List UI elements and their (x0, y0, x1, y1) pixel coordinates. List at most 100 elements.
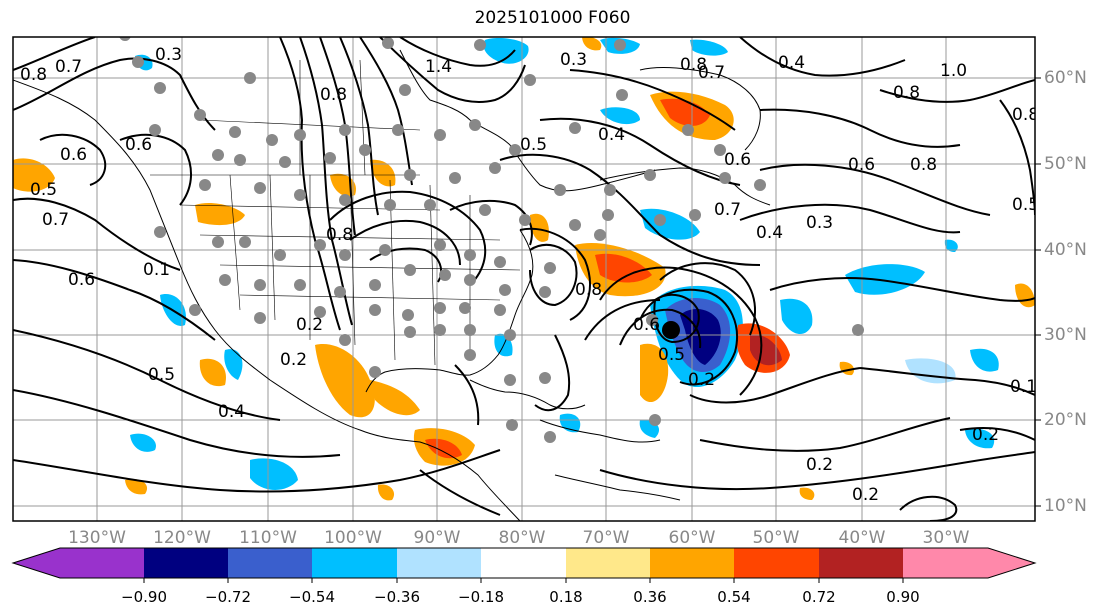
contour-label: 0.3 (560, 50, 587, 70)
pos-anomaly-patch (640, 343, 669, 403)
lon-label: 60°W (668, 528, 716, 548)
map-border (12, 36, 1036, 522)
contour-label: 0.8 (1012, 105, 1039, 125)
colorbar-tick-label: −0.90 (121, 588, 167, 606)
contour-label: 0.4 (218, 402, 245, 422)
contour-label: 0.2 (688, 370, 715, 390)
colorbar-segment (144, 548, 228, 578)
contour-label: 0.4 (778, 53, 805, 73)
colorbar-segment (734, 548, 819, 578)
colorbar (11, 547, 1037, 583)
contour-label: 0.6 (848, 155, 875, 175)
neg-anomaly-patch (130, 433, 156, 452)
colorbar-extend-min (13, 548, 60, 578)
colorbar-outline (11, 547, 1037, 579)
map-plot-area: 0.8 0.7 0.3 0.6 0.5 0.6 0.7 0.6 0.1 0.2 … (13, 37, 1039, 521)
lat-label: 20°N (1044, 410, 1087, 430)
contour-label: 0.3 (806, 213, 833, 233)
contour-label: 0.8 (326, 225, 353, 245)
colorbar-segment (903, 548, 988, 578)
political-borders (150, 59, 521, 366)
pos-anomaly-patch (530, 213, 549, 242)
observation-dots (119, 37, 864, 443)
lat-label: 30°N (1044, 325, 1087, 345)
contour-lines (13, 37, 1035, 521)
contour-label: 0.5 (1012, 195, 1039, 215)
neg-anomaly-patch (970, 348, 999, 372)
colorbar-segment (60, 548, 144, 578)
colorbar-tick-label: 0.72 (802, 588, 836, 606)
pos-anomaly-patch (13, 158, 55, 192)
contour-label: 0.7 (42, 210, 69, 230)
contour-label: 0.1 (1010, 377, 1037, 397)
contour-label: 1.0 (940, 61, 967, 81)
contour-label: 0.3 (155, 45, 182, 65)
pos-anomaly-patch (595, 253, 652, 283)
neg-anomaly-patch (965, 428, 995, 449)
neg-anomaly-patch (483, 38, 529, 64)
colorbar-segment (566, 548, 650, 578)
pos-anomaly-patch (377, 484, 395, 501)
contour-label: 0.2 (296, 315, 323, 335)
colorbar-tick-label: 0.36 (633, 588, 667, 606)
colorbar-tick-label: −0.18 (458, 588, 504, 606)
contour-label: 0.8 (20, 65, 47, 85)
colorbar-tick-label: 0.54 (717, 588, 751, 606)
neg-anomaly-patch (780, 298, 813, 335)
contour-label: 0.2 (852, 485, 879, 505)
contour-label: 0.8 (575, 280, 602, 300)
lon-label: 40°W (838, 528, 886, 548)
colorbar-tick-label: −0.36 (374, 588, 420, 606)
contour-label: 0.5 (520, 135, 547, 155)
contour-label: 0.8 (680, 55, 707, 75)
contour-label: 0.2 (806, 455, 833, 475)
map-title: 2025101000 F060 (474, 8, 631, 28)
contour-label: 0.5 (148, 365, 175, 385)
contour-label-group: 0.8 0.7 0.3 0.6 0.5 0.6 0.7 0.6 0.1 0.2 … (20, 45, 1039, 505)
contour-label: 0.6 (68, 270, 95, 290)
contour-label: 0.2 (280, 350, 307, 370)
contour-label: 0.1 (143, 260, 170, 280)
coastlines (13, 49, 771, 521)
neg-anomaly-patch (640, 208, 700, 240)
colorbar-segment (819, 548, 903, 578)
neg-anomaly-patch (690, 39, 728, 56)
colorbar-tick-label: −0.54 (289, 588, 335, 606)
neg-anomaly-patch (250, 458, 298, 490)
colorbar-segment (228, 548, 312, 578)
lon-label: 80°W (498, 528, 546, 548)
storm-center-marker (662, 321, 680, 339)
colorbar-tick-label: 0.18 (549, 588, 583, 606)
colorbar-segment (650, 548, 734, 578)
colorbar-tick-label: 0.90 (886, 588, 920, 606)
contour-label: 0.7 (55, 57, 82, 77)
lon-label: 70°W (582, 528, 630, 548)
contour-label: 0.6 (633, 315, 660, 335)
lat-label: 50°N (1044, 154, 1087, 174)
lon-label: 130°W (68, 528, 126, 548)
contour-label: 1.4 (425, 57, 452, 77)
colorbar-segment (481, 548, 566, 578)
lon-label: 100°W (324, 528, 382, 548)
contour-label: 0.6 (125, 135, 152, 155)
pos-anomaly-patch (370, 380, 420, 416)
neg-anomaly-patch (845, 264, 925, 295)
colorbar-tick-label: −0.72 (205, 588, 251, 606)
lat-label: 60°N (1044, 68, 1087, 88)
pos-anomaly-patch (315, 344, 375, 418)
contour-label: 0.6 (60, 145, 87, 165)
contour-label: 0.7 (714, 200, 741, 220)
pos-anomaly-patch (799, 487, 815, 500)
colorbar-segment (397, 548, 481, 578)
colorbar-extend-max (988, 548, 1035, 578)
lon-label: 50°W (752, 528, 800, 548)
colorbar-segment (312, 548, 397, 578)
contour-label: 0.7 (698, 63, 725, 83)
lat-label: 10°N (1044, 496, 1087, 516)
neg-anomaly-patch (224, 349, 243, 380)
contour-label: 0.8 (320, 85, 347, 105)
contour-label: 0.8 (910, 155, 937, 175)
contour-label: 0.5 (30, 180, 57, 200)
contour-label: 0.4 (756, 223, 783, 243)
